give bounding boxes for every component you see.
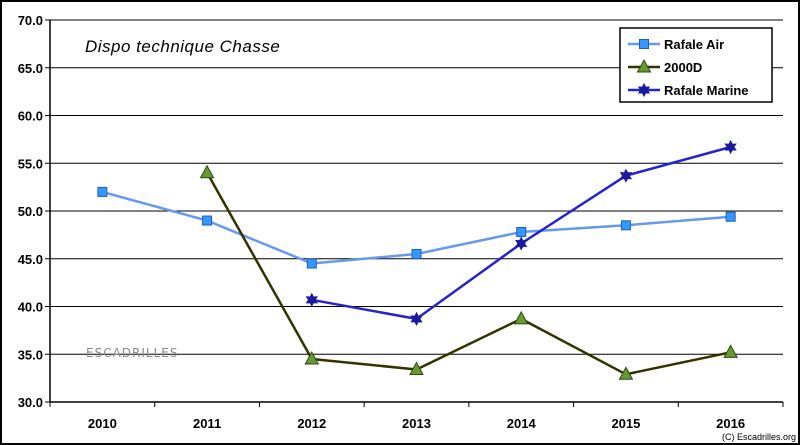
- y-tick-label: 35.0: [18, 347, 43, 362]
- x-tick-label: 2012: [297, 416, 326, 431]
- data-point-rafale-air: [725, 211, 736, 222]
- chart-title: Dispo technique Chasse: [85, 37, 280, 56]
- watermark-text: ESCADRILLES: [86, 346, 178, 360]
- y-tick-label: 60.0: [18, 109, 43, 124]
- data-point-rafale-marine: [305, 292, 318, 307]
- data-point-rafale-air: [620, 220, 631, 231]
- x-tick-label: 2014: [507, 416, 537, 431]
- axes: 30.0 35.0 40.0 45.0 50.0 55.0 60.0 65.0 70.0 2010…: [18, 13, 784, 431]
- series-line-2000d: [206, 172, 731, 376]
- data-point-2000d: [723, 344, 738, 358]
- data-point-rafale-marine: [619, 168, 633, 183]
- legend-marker-rafale-marine: [637, 82, 651, 98]
- y-tick-label: 70.0: [18, 13, 43, 28]
- y-tick-label: 50.0: [18, 204, 43, 219]
- x-tick-label: 2013: [402, 416, 431, 431]
- y-tick-label: 45.0: [18, 252, 43, 267]
- data-point-rafale-air: [306, 258, 317, 269]
- data-point-rafale-marine: [515, 236, 528, 251]
- data-point-rafale-air: [202, 215, 213, 226]
- data-point-2000d: [513, 310, 529, 325]
- y-tick-label: 55.0: [18, 156, 43, 171]
- data-point-rafale-air: [97, 186, 108, 197]
- data-point-2000d: [304, 350, 320, 365]
- series-layer: [97, 139, 738, 380]
- series-2000d: [199, 164, 738, 380]
- copyright-text: (C) Escadrilles.org: [722, 432, 796, 442]
- data-point-rafale-air: [516, 227, 527, 238]
- data-point-rafale-marine: [724, 139, 737, 155]
- legend-label-rafale-marine: Rafale Marine: [664, 83, 749, 98]
- legend-marker-rafale-air: [639, 39, 649, 49]
- y-tick-label: 40.0: [18, 300, 43, 315]
- data-point-2000d: [618, 366, 634, 380]
- legend-label-2000d: 2000D: [664, 60, 702, 75]
- x-tick-label: 2016: [716, 416, 745, 431]
- y-tick-label: 30.0: [18, 395, 43, 410]
- x-tick-label: 2010: [88, 416, 117, 431]
- legend-marker-2000d: [636, 58, 652, 73]
- data-point-rafale-air: [411, 248, 422, 259]
- data-point-2000d: [409, 361, 424, 376]
- series-rafale-air: [97, 186, 736, 269]
- x-tick-label: 2015: [611, 416, 640, 431]
- legend-label-rafale-air: Rafale Air: [664, 37, 724, 52]
- data-point-2000d: [199, 164, 215, 179]
- series-rafale-marine: [305, 139, 737, 326]
- x-tick-label: 2011: [193, 416, 221, 431]
- data-point-rafale-marine: [410, 311, 423, 326]
- y-tick-label: 65.0: [18, 61, 43, 76]
- legend: Rafale Air 2000D Rafale Marine: [619, 27, 773, 103]
